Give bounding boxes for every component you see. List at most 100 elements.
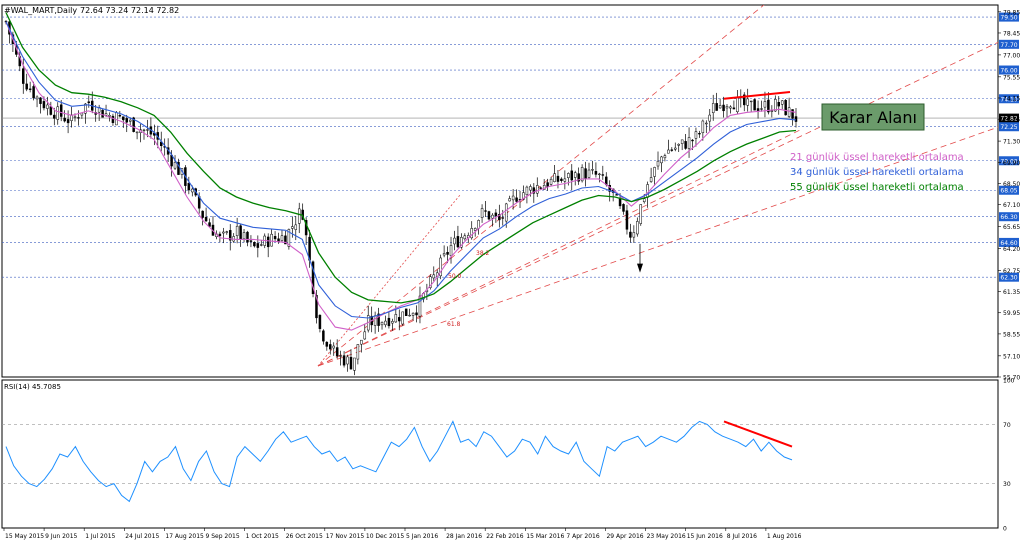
candle-body — [442, 253, 446, 256]
level-tag: 77.70 — [1000, 42, 1017, 49]
date-tick-label: 1 Aug 2016 — [767, 533, 802, 540]
rsi-tick-label: 30 — [1003, 481, 1011, 488]
candle-body — [701, 120, 705, 134]
price-tick-label: 69.90 — [1003, 160, 1020, 167]
candle-body — [767, 99, 770, 113]
rsi-tick-label: 70 — [1003, 422, 1011, 429]
price-tick-label: 59.95 — [1003, 310, 1020, 317]
price-tick-label: 71.30 — [1003, 139, 1020, 146]
price-tick-label: 61.35 — [1003, 289, 1020, 296]
candle-body — [373, 315, 377, 326]
level-tag-bg — [999, 272, 1019, 282]
date-tick-label: 24 Jul 2015 — [125, 533, 159, 540]
candle-body — [87, 101, 91, 104]
candle-body — [363, 331, 367, 340]
price-tick-label: 67.10 — [1003, 202, 1020, 209]
trend-channel-line — [317, 129, 801, 367]
candle-body — [625, 210, 629, 230]
candle-body — [522, 192, 525, 200]
candle-body — [173, 162, 177, 169]
date-tick-label: 28 Jan 2016 — [446, 533, 482, 540]
decision-area-box — [821, 103, 925, 131]
candle-body — [273, 236, 277, 240]
candle-body — [763, 101, 767, 108]
date-tick-label: 8 Jul 2016 — [727, 533, 757, 540]
candle-body — [587, 169, 591, 178]
candle-body — [432, 274, 436, 279]
candle-body — [101, 109, 104, 118]
date-tick-label: 5 Jan 2016 — [406, 533, 438, 540]
candle-body — [743, 94, 746, 106]
price-plot — [4, 5, 998, 376]
price-tick-label: 68.50 — [1003, 181, 1020, 188]
candle-body — [66, 119, 70, 124]
date-tick-label: 17 Aug 2015 — [165, 533, 204, 540]
candle-body — [187, 182, 191, 191]
candle-body — [56, 106, 59, 120]
candle-body — [760, 108, 763, 110]
candle-body — [642, 198, 646, 202]
candle-body — [242, 232, 246, 240]
price-tick-label: 64.20 — [1003, 246, 1020, 253]
candle-body — [580, 167, 584, 182]
ema-line-55 — [5, 12, 797, 304]
candle-body — [191, 188, 194, 193]
candle-body — [325, 341, 329, 347]
date-tick-label: 10 Dec 2015 — [366, 533, 405, 540]
level-tag-bg — [999, 185, 1019, 195]
candle-body — [246, 231, 249, 243]
candle-body — [77, 117, 80, 119]
candle-body — [560, 178, 563, 181]
candle-body — [291, 226, 294, 229]
candle-body — [653, 167, 656, 177]
candle-body — [111, 115, 115, 123]
price-tick-label: 75.55 — [1003, 74, 1020, 81]
date-tick-label: 23 May 2016 — [647, 533, 686, 540]
rsi-tick-label: 0 — [1003, 526, 1007, 533]
ohlc-readout: 72.64 73.24 72.14 72.82 — [80, 6, 179, 15]
candle-body — [601, 174, 605, 176]
candle-body — [125, 118, 128, 123]
level-tag-bg — [999, 94, 1019, 104]
candle-body — [511, 195, 515, 201]
candle-body — [591, 169, 594, 171]
candle-body — [753, 99, 756, 111]
candle-body — [473, 228, 477, 231]
candle-body — [539, 187, 542, 189]
chart-header: #WAL_MART,Daily 72.64 73.24 72.14 72.82 — [4, 6, 179, 15]
candle-body — [656, 160, 660, 167]
candle-body — [25, 83, 28, 90]
candle-body — [774, 99, 777, 112]
rsi-pane-frame — [1, 379, 999, 529]
candle-body — [670, 149, 674, 151]
date-tick-label: 9 Jun 2015 — [45, 533, 77, 540]
candle-body — [35, 96, 39, 100]
candle-body — [718, 105, 722, 109]
candle-body — [777, 102, 781, 107]
candle-body — [53, 114, 56, 119]
candle-body — [684, 141, 687, 149]
candle-body — [480, 208, 484, 218]
candle-body — [525, 186, 529, 195]
candle-body — [515, 197, 518, 202]
level-tag-bg — [999, 212, 1019, 222]
date-tick-label: 9 Sep 2015 — [205, 533, 239, 540]
candle-body — [394, 314, 398, 323]
fibonacci-labels: 38.2 50.0 61.8 — [447, 250, 490, 328]
level-tag: 72.25 — [1000, 124, 1017, 131]
candle-body — [570, 170, 574, 181]
level-tag-bg — [999, 39, 1019, 49]
candle-body — [687, 137, 691, 149]
candle-body — [663, 155, 667, 159]
candle-body — [311, 261, 315, 295]
rsi-plot: 100 70 30 0 — [2, 378, 1015, 533]
candle-body — [42, 101, 46, 109]
candle-body — [270, 233, 273, 247]
candle-body — [708, 114, 712, 122]
price-pane-frame — [1, 4, 999, 378]
price-divergence-line — [723, 90, 791, 100]
candle-body — [680, 139, 684, 144]
candle-body — [529, 186, 532, 191]
